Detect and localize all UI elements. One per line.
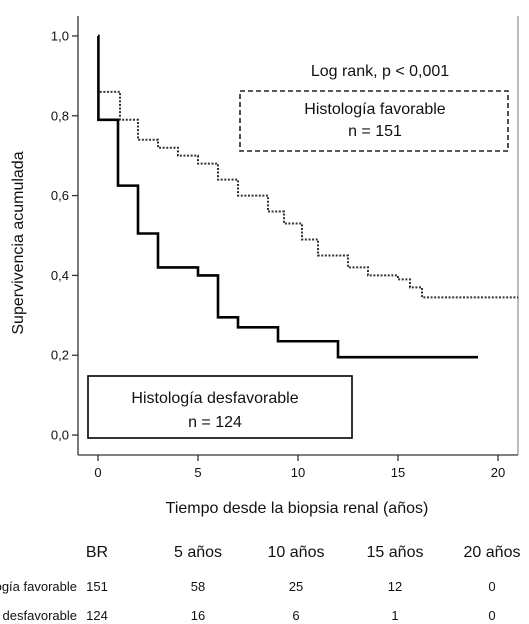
x-tick-label: 5 <box>194 465 201 480</box>
series-line-favorable <box>97 34 518 299</box>
legend-box-favorable <box>239 90 509 152</box>
risk-row-label-favorable: Histología favorable <box>0 579 77 594</box>
risk-cell: 0 <box>488 608 495 623</box>
y-axis: 0,0 0,2 0,4 0,6 0,8 1,0 <box>51 28 78 443</box>
risk-cell: 151 <box>86 579 108 594</box>
risk-header-15: 15 años <box>367 544 424 561</box>
x-tick-label: 10 <box>291 465 305 480</box>
x-tick-label: 15 <box>391 465 405 480</box>
series-layer <box>97 34 518 359</box>
x-tick-label: 0 <box>94 465 101 480</box>
risk-cell: 6 <box>292 608 299 623</box>
risk-header-br: BR <box>86 544 108 561</box>
risk-cell: 12 <box>388 579 402 594</box>
risk-row-label-unfavorable: Histología desfavorable <box>0 608 77 623</box>
risk-cell: 16 <box>191 608 205 623</box>
x-axis: 0 5 10 15 20 <box>94 455 505 480</box>
risk-header-5: 5 años <box>174 544 222 561</box>
y-tick-label: 0,8 <box>51 108 69 123</box>
x-axis-title: Tiempo desde la biopsia renal (años) <box>166 500 429 517</box>
risk-header-10: 10 años <box>268 544 325 561</box>
legend-box-unfavorable <box>87 375 353 439</box>
x-tick-label: 20 <box>491 465 505 480</box>
risk-cell: 58 <box>191 579 205 594</box>
y-tick-label: 0,0 <box>51 428 69 443</box>
risk-cell: 0 <box>488 579 495 594</box>
y-tick-label: 0,6 <box>51 188 69 203</box>
legend-label-unfavorable: Histología desfavorable <box>131 390 298 407</box>
risk-cell: 124 <box>86 608 108 623</box>
series-line-unfavorable <box>97 34 478 359</box>
risk-cell: 25 <box>289 579 303 594</box>
y-tick-label: 1,0 <box>51 28 69 43</box>
risk-table: BR 5 años 10 años 15 años 20 años Histol… <box>0 544 520 623</box>
risk-cell: 1 <box>391 608 398 623</box>
log-rank-annotation: Log rank, p < 0,001 <box>311 63 449 80</box>
legend-label-favorable: Histología favorable <box>304 101 446 118</box>
risk-header-20: 20 años <box>464 544 521 561</box>
legend-n-unfavorable: n = 124 <box>188 414 242 431</box>
y-tick-label: 0,4 <box>51 268 69 283</box>
y-axis-title: Supervivencia acumulada <box>10 151 27 334</box>
y-tick-label: 0,2 <box>51 348 69 363</box>
legend-n-favorable: n = 151 <box>348 123 402 140</box>
